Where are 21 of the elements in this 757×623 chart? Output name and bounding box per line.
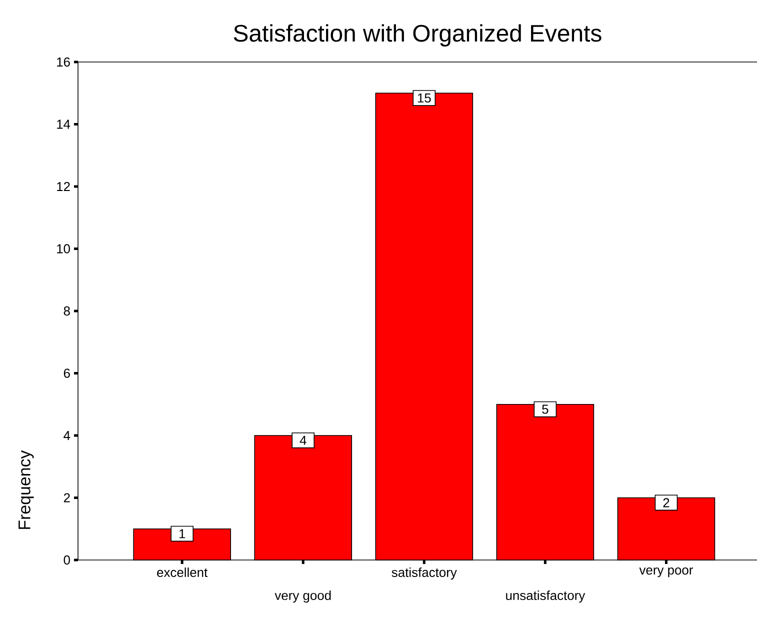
y-tick-label: 6 (64, 368, 70, 378)
y-tick-label: 8 (64, 306, 70, 316)
y-tick-label: 12 (57, 182, 70, 192)
data-label: 1 (179, 529, 186, 538)
data-label: 15 (418, 94, 431, 103)
y-tick-label: 0 (64, 555, 70, 565)
data-label: 4 (300, 436, 306, 445)
x-tick-label: satisfactory (392, 568, 457, 580)
x-tick-label: very poor (639, 568, 693, 578)
x-tick-label: unsatisfactory (506, 590, 586, 603)
y-tick-label: 2 (64, 493, 70, 502)
chart-title: Satisfaction with Organized Events (234, 24, 602, 47)
data-label: 5 (542, 404, 548, 414)
y-tick-label: 14 (57, 120, 70, 129)
y-tick-label: 10 (57, 244, 70, 254)
x-tick-label: excellent (157, 568, 208, 578)
y-tick-label: 4 (64, 431, 70, 440)
y-axis-title: Frequency (18, 450, 34, 529)
data-label: 2 (663, 498, 670, 508)
x-tick-label: very good (274, 590, 331, 603)
y-tick-label: 16 (57, 57, 70, 67)
